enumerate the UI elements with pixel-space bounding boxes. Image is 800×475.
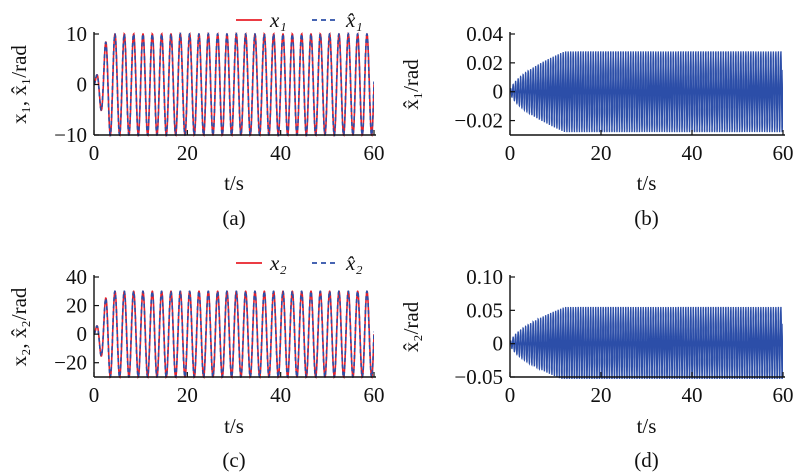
x-tick-label: 40 xyxy=(270,141,291,165)
x-tick-label: 20 xyxy=(177,141,198,165)
legend: x₁ x̂₁ xyxy=(236,8,363,32)
x-tick-label: 0 xyxy=(505,383,516,407)
y-tick-label: 0 xyxy=(77,73,88,97)
y-tick-label: −0.05 xyxy=(454,365,503,389)
x-tick-label: 60 xyxy=(364,141,385,165)
panel-b: 0 20 40 600.040.020−0.02t/sx̂₁/rad(b) xyxy=(399,22,794,230)
x-tick-label: 60 xyxy=(773,383,794,407)
y-axis-label: x₂, x̂₂/rad xyxy=(7,287,31,366)
panel-caption: (d) xyxy=(634,448,659,472)
y-tick-label: 20 xyxy=(66,294,87,318)
x-axis-label: t/s xyxy=(637,171,657,195)
panel-caption: (c) xyxy=(222,448,245,472)
y-axis-label: x̂₂/rad xyxy=(399,301,423,352)
x-tick-label: 40 xyxy=(682,383,703,407)
legend-label-2: x̂₁ xyxy=(345,8,363,32)
y-tick-label: 10 xyxy=(66,22,87,46)
x-tick-label: 60 xyxy=(773,141,794,165)
y-tick-label: 0 xyxy=(493,80,504,104)
x-tick-label: 0 xyxy=(505,141,516,165)
x-tick-label: 0 xyxy=(89,383,100,407)
series-line-2 xyxy=(94,32,374,137)
x-tick-label: 40 xyxy=(270,383,291,407)
y-tick-label: 0 xyxy=(493,332,504,356)
y-axis-label: x̂₁/rad xyxy=(399,59,423,110)
y-tick-label: −0.02 xyxy=(454,109,503,133)
y-tick-label: −20 xyxy=(54,351,87,375)
legend: x₂ x̂₂ xyxy=(236,251,363,275)
panel-caption: (b) xyxy=(634,206,659,230)
x-axis-label: t/s xyxy=(637,414,657,438)
x-axis-label: t/s xyxy=(224,171,244,195)
panel-caption: (a) xyxy=(222,206,245,230)
y-axis-label: x₁, x̂₁/rad xyxy=(7,45,31,124)
x-tick-label: 0 xyxy=(89,141,100,165)
panel-d: 0 20 40 600.100.050−0.05t/sx̂₂/rad(d) xyxy=(399,265,794,472)
y-tick-label: 0 xyxy=(77,322,88,346)
series-line-1 xyxy=(510,51,783,133)
x-tick-label: 40 xyxy=(682,141,703,165)
x-axis-label: t/s xyxy=(224,414,244,438)
y-tick-label: 0.02 xyxy=(466,51,503,75)
series-line-1 xyxy=(510,306,783,379)
x-tick-label: 20 xyxy=(591,141,612,165)
x-tick-label: 60 xyxy=(364,383,385,407)
y-tick-label: 0.05 xyxy=(466,298,503,322)
legend-label-2: x̂₂ xyxy=(345,251,363,275)
y-tick-label: 0.10 xyxy=(466,265,503,289)
x-tick-label: 20 xyxy=(177,383,198,407)
legend-label-1: x₂ xyxy=(269,251,287,275)
legend-label-1: x₁ xyxy=(269,8,287,32)
y-tick-label: 0.04 xyxy=(466,22,503,46)
y-tick-label: 40 xyxy=(66,265,87,289)
series-line-2 xyxy=(94,290,374,378)
x-tick-label: 20 xyxy=(591,383,612,407)
y-tick-label: −10 xyxy=(54,123,87,147)
